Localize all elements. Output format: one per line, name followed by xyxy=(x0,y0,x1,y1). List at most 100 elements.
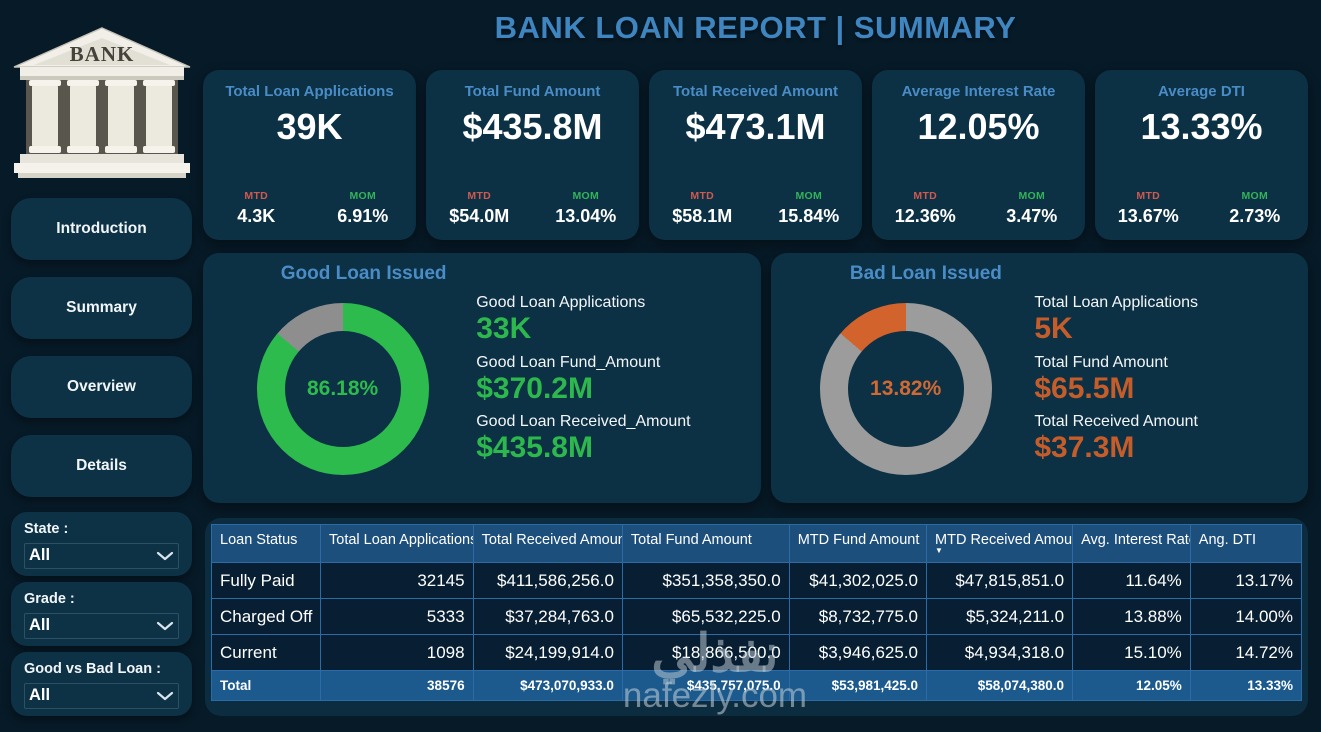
column-header-avg-interest-rate[interactable]: Avg. Interest Rate xyxy=(1072,524,1191,563)
nav-label: Introduction xyxy=(56,220,147,237)
cell: 1098 xyxy=(320,634,474,671)
bank-logo-text: BANK xyxy=(69,42,134,66)
good-loan-percent: 86.18% xyxy=(306,377,379,400)
cell: $435,757,075.0 xyxy=(621,670,790,701)
kpi-total-fund-amount: Total Fund Amount $435.8M MTD $54.0M MOM 1… xyxy=(426,70,639,240)
cell: $41,302,025.0 xyxy=(788,562,928,599)
stat-value: $435.8M xyxy=(476,431,593,464)
sort-desc-icon: ▼ xyxy=(935,546,943,555)
table-row-fully-paid: Fully Paid 32145 $411,586,256.0 $351,358… xyxy=(211,562,1303,599)
filters: State : All Grade : All Good vs Bad Loan… xyxy=(11,512,192,722)
filter-state-label: State : xyxy=(24,521,69,537)
filter-state-dropdown[interactable]: All xyxy=(24,543,179,569)
kpi-average-interest-rate: Average Interest Rate 12.05% MTD 12.36% M… xyxy=(872,70,1085,240)
kpi-title: Average Interest Rate xyxy=(901,83,1056,100)
bank-logo-icon: BANK xyxy=(12,26,192,186)
cell: Current xyxy=(211,634,321,671)
page-title: BANK LOAN REPORT | SUMMARY xyxy=(494,10,1017,45)
sidebar-item-overview[interactable]: Overview xyxy=(11,356,192,418)
column-header-total-received-amount[interactable]: Total Received Amount xyxy=(472,524,623,563)
kpi-title: Total Fund Amount xyxy=(464,83,601,100)
column-header-total-fund-amount[interactable]: Total Fund Amount xyxy=(621,524,790,563)
cell: $37,284,763.0 xyxy=(472,598,623,635)
table-header-row: Loan Status Total Loan Applications Tota… xyxy=(211,524,1303,563)
column-header-mtd-received-amount[interactable]: MTD Received Amount ▼ xyxy=(926,524,1074,563)
column-header-loan-status[interactable]: Loan Status xyxy=(211,524,321,563)
stat-label: Good Loan Applications xyxy=(476,294,646,311)
filter-good-vs-bad-loan-value: All xyxy=(29,686,51,704)
mom-label: MOM xyxy=(349,190,377,202)
stat-label: Good Loan Fund_Amount xyxy=(476,353,661,371)
good-loan-donut-chart[interactable]: 86.18% xyxy=(256,303,429,475)
sidebar-item-summary[interactable]: Summary xyxy=(11,277,192,339)
mom-value: 6.91% xyxy=(337,206,389,226)
loan-status-table-card: Loan Status Total Loan Applications Tota… xyxy=(205,518,1308,716)
stat-label: Total Loan Applications xyxy=(1034,294,1199,311)
chevron-down-icon xyxy=(156,691,174,700)
cell: 32145 xyxy=(320,562,474,599)
stat-value: $65.5M xyxy=(1034,371,1135,405)
cell: $473,070,933.0 xyxy=(472,670,623,701)
bad-loan-stats: Total Loan Applications 5K Total Fund Amo… xyxy=(1024,285,1292,493)
mtd-value: 13.67% xyxy=(1117,206,1179,226)
stat-value: $37.3M xyxy=(1034,431,1135,464)
mom-value: 3.47% xyxy=(1006,206,1058,226)
mom-value: 2.73% xyxy=(1229,206,1281,226)
mom-label: MOM xyxy=(572,190,600,202)
filter-good-vs-bad-loan: Good vs Bad Loan : All xyxy=(11,652,192,716)
kpi-value: 39K xyxy=(276,106,343,147)
kpi-value: 13.33% xyxy=(1140,106,1263,147)
mom-value: 13.04% xyxy=(555,206,617,226)
kpi-value: 12.05% xyxy=(917,106,1040,147)
filter-grade-value: All xyxy=(29,616,51,634)
column-header-ang-dti[interactable]: Ang. DTI xyxy=(1189,524,1303,563)
cell: 13.33% xyxy=(1189,670,1303,701)
mtd-value: 4.3K xyxy=(237,206,276,226)
mtd-label: MTD xyxy=(244,190,269,202)
bad-loan-title: Bad Loan Issued xyxy=(849,263,1002,284)
kpi-average-dti: Average DTI 13.33% MTD 13.67% MOM 2.73% xyxy=(1095,70,1308,240)
nav-label: Details xyxy=(76,457,127,474)
cell: $3,946,625.0 xyxy=(788,634,928,671)
filter-good-vs-bad-loan-label: Good vs Bad Loan : xyxy=(24,661,161,677)
filter-state-value: All xyxy=(29,546,51,564)
cell: 14.72% xyxy=(1189,634,1303,671)
cell: $18,866,500.0 xyxy=(621,634,790,671)
filter-good-vs-bad-loan-dropdown[interactable]: All xyxy=(24,683,179,709)
mom-value: 15.84% xyxy=(778,206,840,226)
filter-grade-dropdown[interactable]: All xyxy=(24,613,179,639)
bad-loan-donut-chart[interactable]: 13.82% xyxy=(819,303,992,475)
mtd-value: 12.36% xyxy=(894,206,956,226)
sidebar: BANK Introduction Summary xyxy=(0,0,203,732)
mtd-value: $54.0M xyxy=(449,206,510,226)
nav-label: Summary xyxy=(66,299,137,316)
mtd-label: MTD xyxy=(467,190,492,202)
chevron-down-icon xyxy=(156,621,174,630)
kpi-value: $435.8M xyxy=(462,106,603,147)
column-header-total-loan-applications[interactable]: Total Loan Applications xyxy=(320,524,474,563)
loan-status-table: Loan Status Total Loan Applications Tota… xyxy=(211,524,1303,701)
mtd-label: MTD xyxy=(690,190,715,202)
cell: Total xyxy=(211,670,321,701)
cell: $8,732,775.0 xyxy=(788,598,928,635)
mtd-label: MTD xyxy=(913,190,938,202)
column-header-mtd-fund-amount[interactable]: MTD Fund Amount xyxy=(788,524,928,563)
kpi-title: Average DTI xyxy=(1158,83,1245,100)
kpi-title: Total Loan Applications xyxy=(225,83,394,100)
table-row-total: Total 38576 $473,070,933.0 $435,757,075.… xyxy=(211,670,1303,701)
sidebar-item-introduction[interactable]: Introduction xyxy=(11,198,192,260)
mom-label: MOM xyxy=(1241,190,1269,202)
sidebar-item-details[interactable]: Details xyxy=(11,435,192,497)
cell: $65,532,225.0 xyxy=(621,598,790,635)
chevron-down-icon xyxy=(156,551,174,560)
cell: $411,586,256.0 xyxy=(472,562,623,599)
nav-label: Overview xyxy=(67,378,136,395)
stat-label: Total Received Amount xyxy=(1034,413,1198,430)
good-loan-card: Good Loan Issued 86.18% Good Loan Applic… xyxy=(203,253,761,503)
stat-label: Good Loan Received_Amount xyxy=(476,413,691,430)
kpi-row: Total Loan Applications 39K MTD 4.3K MOM 6… xyxy=(203,70,1308,240)
stat-value: 5K xyxy=(1034,312,1073,345)
cell: $53,981,425.0 xyxy=(788,670,928,701)
mtd-label: MTD xyxy=(1136,190,1161,202)
cell: 15.10% xyxy=(1072,634,1191,671)
